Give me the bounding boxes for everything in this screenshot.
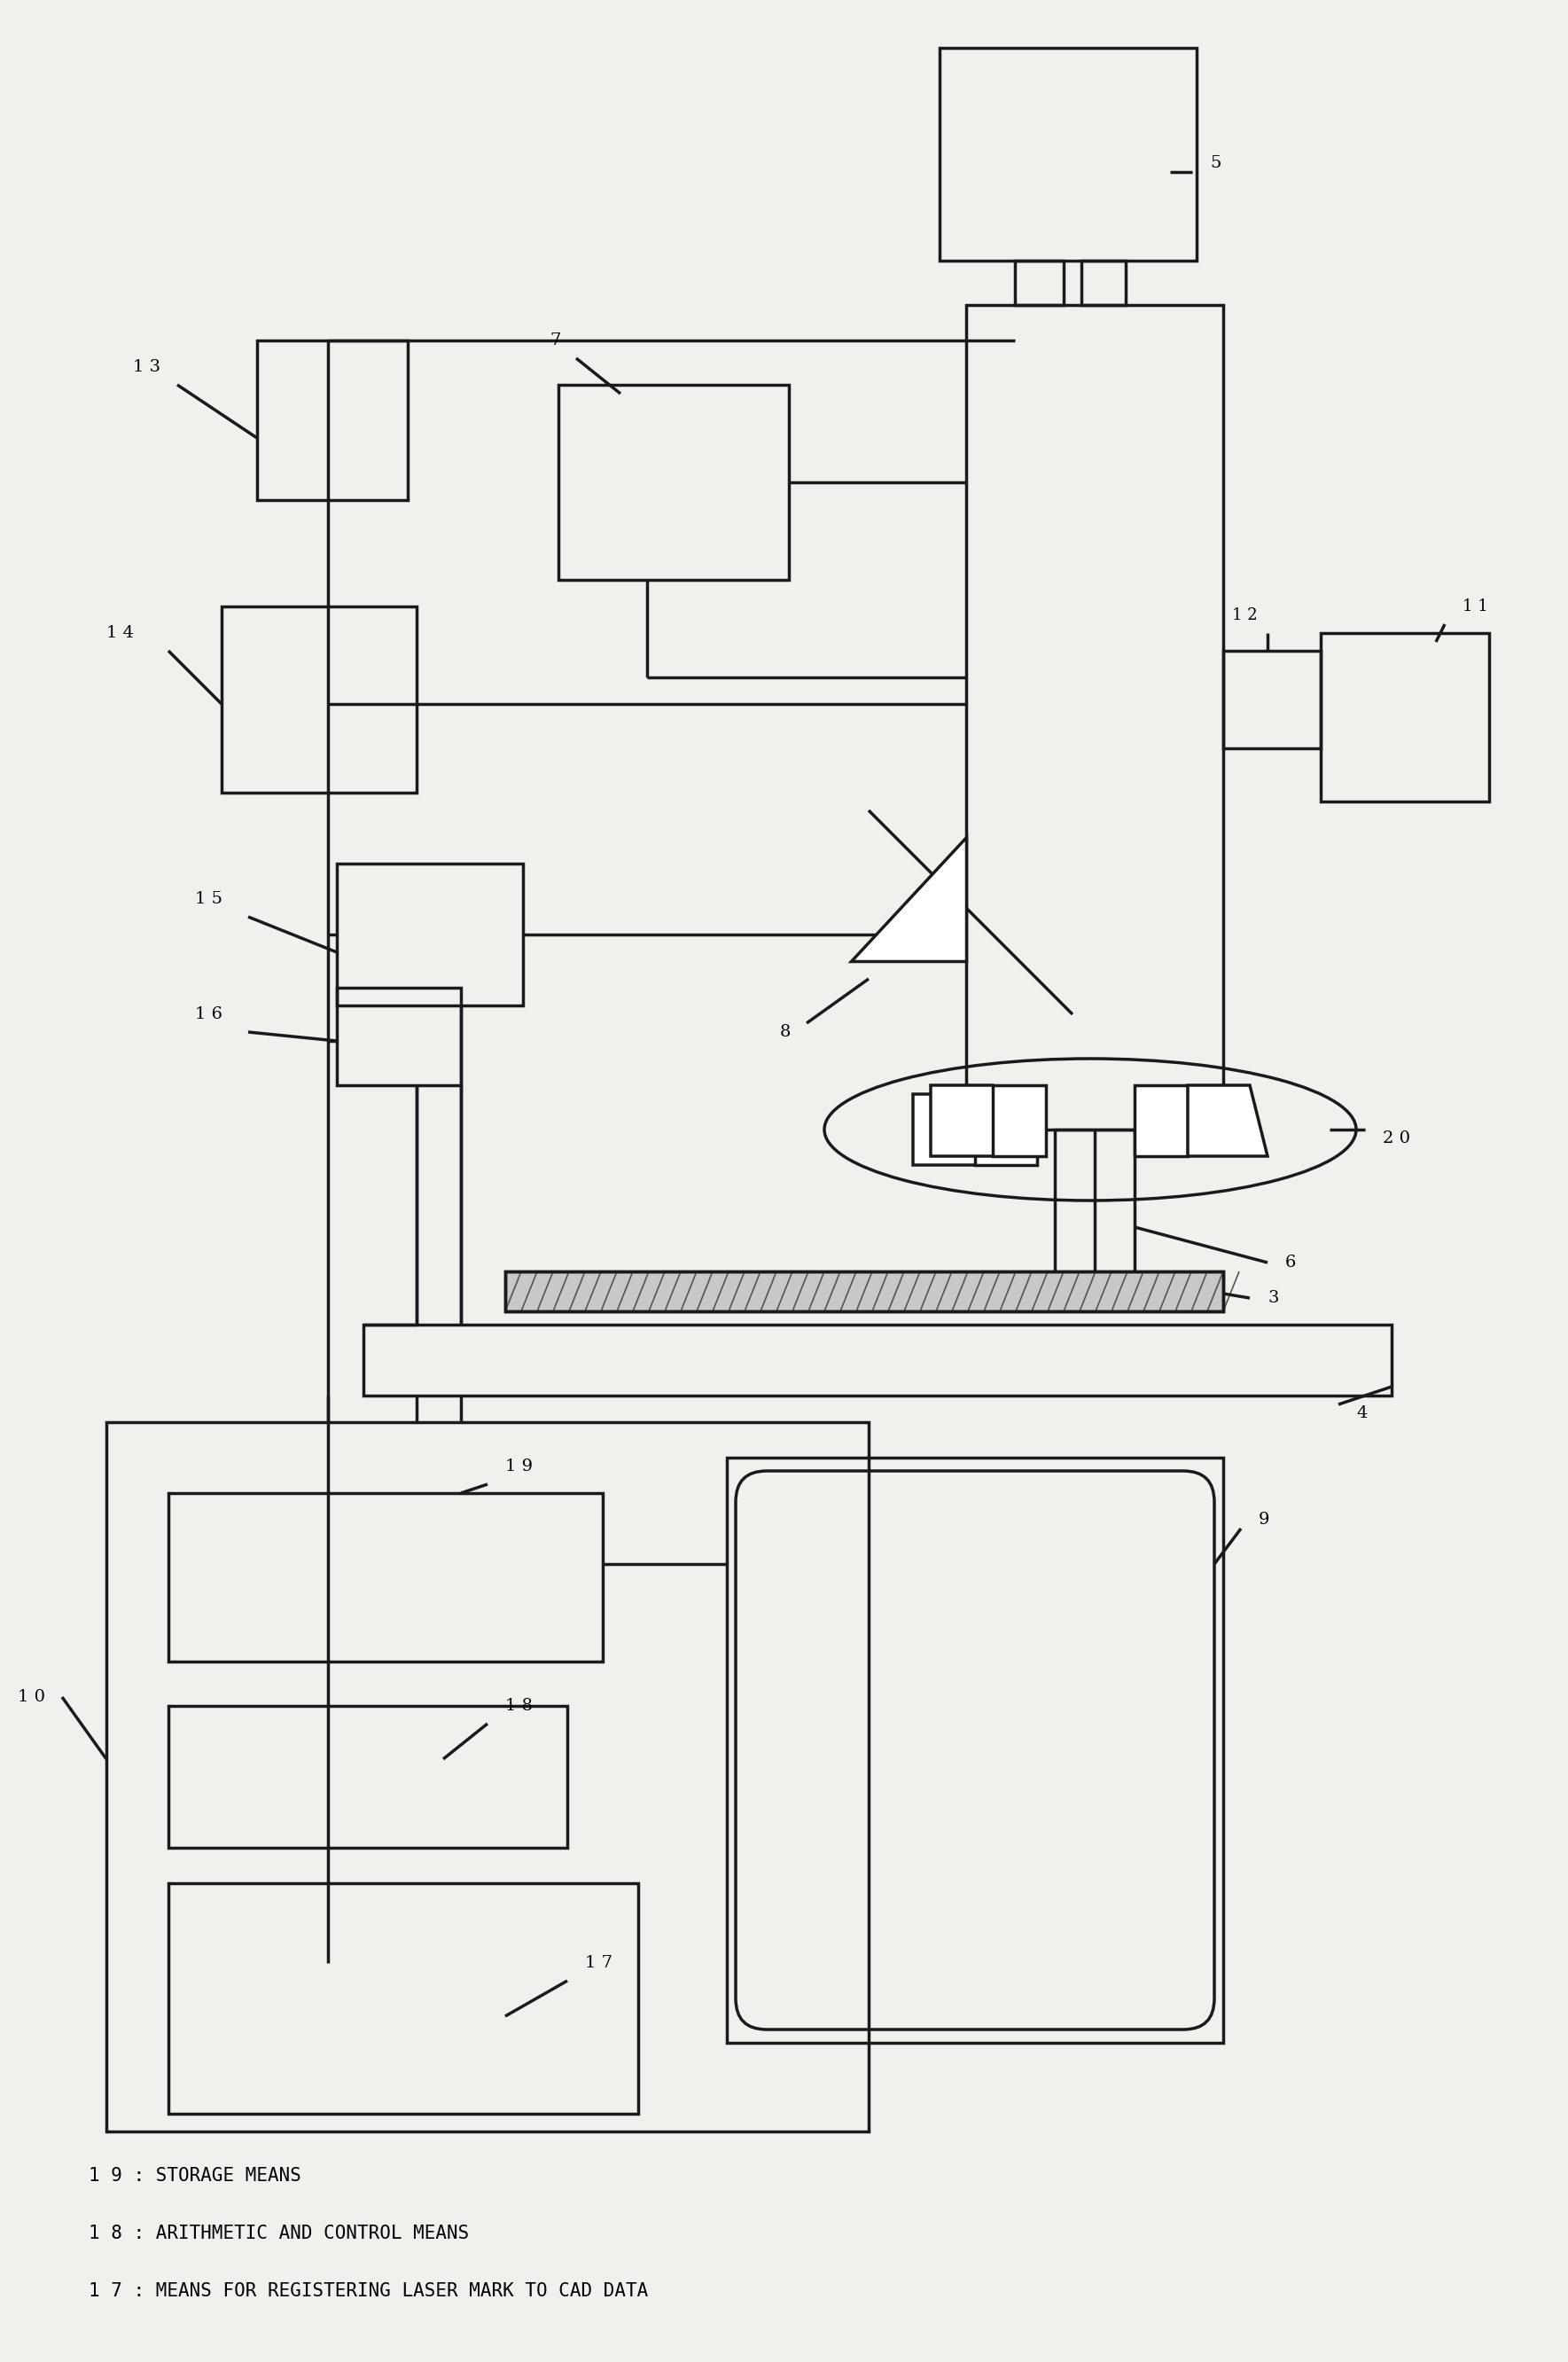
- Text: 3: 3: [1267, 1290, 1278, 1306]
- Bar: [1055, 1129, 1135, 1280]
- Text: 1 1: 1 1: [1463, 598, 1488, 614]
- Text: 1 8 : ARITHMETIC AND CONTROL MEANS: 1 8 : ARITHMETIC AND CONTROL MEANS: [89, 2225, 469, 2242]
- Bar: [558, 385, 789, 579]
- Text: 4: 4: [1356, 1405, 1367, 1422]
- Bar: [168, 1493, 602, 1660]
- Bar: [1320, 633, 1490, 801]
- Text: 1 9 : STORAGE MEANS: 1 9 : STORAGE MEANS: [89, 2166, 301, 2185]
- Text: 1 6: 1 6: [194, 1006, 223, 1023]
- Text: 1 5: 1 5: [194, 890, 223, 907]
- Text: 5: 5: [1210, 156, 1221, 170]
- Bar: [168, 1883, 638, 2114]
- Bar: [337, 864, 524, 1006]
- Bar: [939, 47, 1196, 260]
- Text: 8: 8: [779, 1025, 790, 1039]
- Bar: [1014, 260, 1063, 305]
- Polygon shape: [975, 1094, 1036, 1164]
- Bar: [168, 1705, 568, 1847]
- Bar: [337, 987, 461, 1084]
- Bar: [966, 305, 1223, 1129]
- Bar: [221, 607, 417, 794]
- Bar: [364, 1325, 1392, 1396]
- Text: 1 9: 1 9: [505, 1457, 533, 1474]
- Polygon shape: [931, 1084, 1010, 1155]
- Bar: [107, 1422, 869, 2131]
- Text: 1 7 : MEANS FOR REGISTERING LASER MARK TO CAD DATA: 1 7 : MEANS FOR REGISTERING LASER MARK T…: [89, 2282, 648, 2301]
- Bar: [257, 340, 408, 501]
- Polygon shape: [1187, 1084, 1267, 1155]
- Polygon shape: [993, 1084, 1046, 1155]
- Text: 6: 6: [1286, 1254, 1297, 1271]
- Bar: [1223, 652, 1320, 749]
- Bar: [505, 1271, 1223, 1311]
- Polygon shape: [913, 1094, 1002, 1164]
- Polygon shape: [851, 836, 966, 961]
- Text: 1 4: 1 4: [107, 626, 133, 640]
- Text: 1 0: 1 0: [17, 1689, 45, 1705]
- Text: 1 8: 1 8: [505, 1698, 533, 1715]
- Text: 1 2: 1 2: [1232, 607, 1258, 624]
- Text: 1 3: 1 3: [133, 359, 160, 376]
- Text: 1 7: 1 7: [585, 1956, 613, 1970]
- Polygon shape: [1135, 1084, 1187, 1155]
- Bar: [1082, 260, 1126, 305]
- Text: 7: 7: [549, 333, 560, 350]
- Bar: [505, 1271, 1223, 1311]
- Bar: [728, 1457, 1223, 2043]
- Text: 2 0: 2 0: [1383, 1131, 1410, 1146]
- Text: 9: 9: [1259, 1512, 1270, 1528]
